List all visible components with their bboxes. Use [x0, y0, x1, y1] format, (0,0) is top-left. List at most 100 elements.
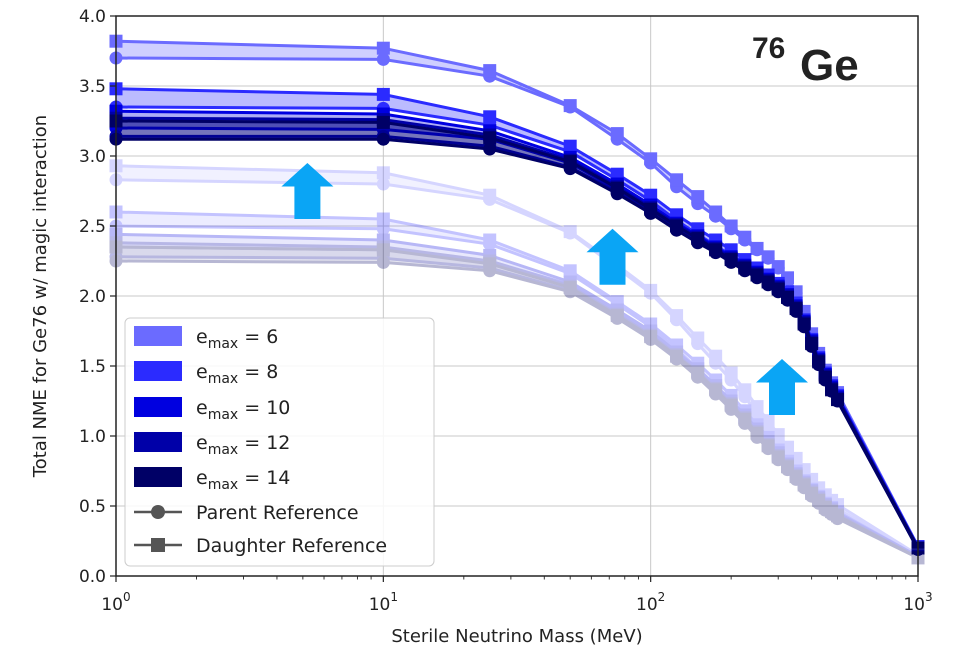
x-axis-label: Sterile Neutrino Mass (MeV) [391, 626, 642, 646]
parent-line-emax-12 [115, 255, 919, 560]
y-tick-label: 3.5 [79, 77, 106, 97]
daughter-point [563, 155, 577, 169]
daughter-line-emax-14 [115, 245, 919, 560]
daughter-point [761, 414, 775, 428]
daughter-point [738, 404, 752, 418]
parent-point [805, 488, 819, 502]
daughter-point [825, 383, 839, 397]
parent-point [483, 192, 497, 206]
y-tick-label: 1.0 [79, 427, 106, 447]
daughter-point [376, 212, 390, 226]
parent-point [771, 450, 785, 464]
daughter-point [738, 261, 752, 275]
parent-point [376, 177, 390, 191]
daughter-point [691, 190, 705, 204]
up-arrow-icon [756, 359, 808, 415]
daughter-point [709, 373, 723, 387]
daughter-point [738, 230, 752, 244]
parent-point [483, 254, 497, 268]
y-tick-label: 3.0 [79, 147, 106, 167]
daughter-point [761, 435, 775, 449]
parent-point [750, 426, 764, 440]
y-axis-label: Total NME for Ge76 w/ magic interaction [30, 115, 51, 478]
parent-line-emax-8 [115, 224, 919, 558]
daughter-point [610, 127, 624, 141]
y-tick-label: 2.5 [79, 217, 106, 237]
daughter-point [483, 233, 497, 247]
daughter-point [724, 253, 738, 267]
parent-point [812, 493, 826, 507]
parent-point [825, 506, 839, 520]
daughter-point [750, 418, 764, 432]
daughter-point [376, 115, 390, 129]
daughter-point [610, 307, 624, 321]
daughter-point [691, 232, 705, 246]
daughter-point [563, 99, 577, 113]
daughter-point [376, 87, 390, 101]
parent-point [610, 306, 624, 320]
daughter-point [483, 64, 497, 78]
parent-point [781, 460, 795, 474]
parent-point [563, 226, 577, 240]
parent-point [831, 512, 845, 526]
up-arrow-icon [281, 163, 334, 219]
daughter-point [825, 503, 839, 517]
daughter-point [797, 317, 811, 331]
daughter-point [691, 356, 705, 370]
daughter-point [781, 440, 795, 454]
daughter-point [483, 257, 497, 271]
parent-point [797, 467, 811, 481]
daughter-point [831, 507, 845, 521]
parent-point [563, 278, 577, 292]
parent-point [771, 453, 785, 467]
parent-point [724, 401, 738, 415]
daughter-point [831, 505, 845, 519]
daughter-point [789, 470, 803, 484]
daughter-point [761, 275, 775, 289]
daughter-point [797, 477, 811, 491]
daughter-point [610, 167, 624, 181]
parent-point [670, 313, 684, 327]
daughter-point [761, 439, 775, 453]
parent-point [812, 492, 826, 506]
parent-point [781, 446, 795, 460]
daughter-point [670, 345, 684, 359]
daughter-point [724, 397, 738, 411]
daughter-point [644, 328, 658, 342]
parent-point [376, 255, 390, 269]
parent-point [376, 251, 390, 265]
daughter-point [709, 349, 723, 363]
daughter-point [831, 498, 845, 512]
parent-point [376, 132, 390, 146]
daughter-point [750, 426, 764, 440]
daughter-point [789, 451, 803, 465]
daughter-point [376, 41, 390, 55]
daughter-point [812, 491, 826, 505]
daughter-point [771, 450, 785, 464]
daughter-point [771, 260, 785, 274]
daughter-point [563, 264, 577, 278]
daughter-point [750, 241, 764, 255]
parent-point [805, 477, 819, 491]
daughter-line-emax-10 [115, 232, 919, 558]
x-tick-label: 101 [369, 590, 398, 615]
parent-point [738, 415, 752, 429]
parent-point [750, 430, 764, 444]
legend-swatch-emax-12 [134, 432, 182, 452]
daughter-point [797, 475, 811, 489]
daughter-point [761, 250, 775, 264]
parent-point [825, 503, 839, 517]
parent-point [738, 416, 752, 430]
daughter-line-emax-12 [115, 241, 919, 560]
y-tick-label: 1.5 [79, 357, 106, 377]
daughter-point [691, 366, 705, 380]
daughter-point [812, 355, 826, 369]
daughter-point [376, 166, 390, 180]
daughter-point [709, 205, 723, 219]
daughter-point [789, 468, 803, 482]
daughter-point [797, 478, 811, 492]
parent-point [750, 407, 764, 421]
parent-point [831, 502, 845, 516]
daughter-point [781, 454, 795, 468]
daughter-point [750, 422, 764, 436]
